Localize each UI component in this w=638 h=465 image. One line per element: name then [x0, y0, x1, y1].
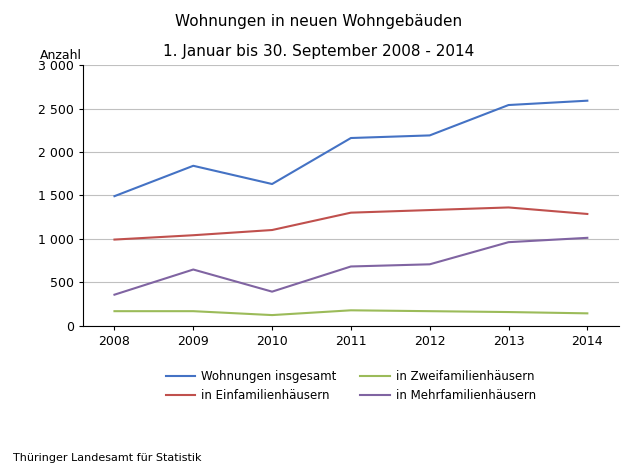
- Wohnungen insgesamt: [426, 133, 434, 138]
- Text: Thüringer Landesamt für Statistik: Thüringer Landesamt für Statistik: [13, 452, 201, 463]
- Line: Wohnungen insgesamt: Wohnungen insgesamt: [114, 101, 588, 196]
- Wohnungen insgesamt: [110, 193, 118, 199]
- Line: in Einfamilienhäusern: in Einfamilienhäusern: [114, 207, 588, 239]
- in Zweifamilienhäusern: [584, 311, 591, 316]
- Line: in Mehrfamilienhäusern: in Mehrfamilienhäusern: [114, 238, 588, 295]
- in Einfamilienhäusern: [268, 227, 276, 233]
- Wohnungen insgesamt: [584, 98, 591, 104]
- in Einfamilienhäusern: [110, 237, 118, 242]
- in Mehrfamilienhäusern: [347, 264, 355, 269]
- in Mehrfamilienhäusern: [505, 239, 512, 245]
- Line: in Zweifamilienhäusern: in Zweifamilienhäusern: [114, 310, 588, 315]
- in Zweifamilienhäusern: [347, 307, 355, 313]
- Wohnungen insgesamt: [347, 135, 355, 141]
- in Einfamilienhäusern: [584, 211, 591, 217]
- in Zweifamilienhäusern: [505, 309, 512, 315]
- in Zweifamilienhäusern: [426, 308, 434, 314]
- in Einfamilienhäusern: [347, 210, 355, 215]
- Text: Anzahl: Anzahl: [40, 49, 82, 62]
- in Mehrfamilienhäusern: [426, 261, 434, 267]
- Wohnungen insgesamt: [268, 181, 276, 187]
- in Mehrfamilienhäusern: [189, 267, 197, 272]
- Legend: Wohnungen insgesamt, in Einfamilienhäusern, in Zweifamilienhäusern, in Mehrfamil: Wohnungen insgesamt, in Einfamilienhäuse…: [166, 371, 536, 402]
- Wohnungen insgesamt: [189, 163, 197, 169]
- in Zweifamilienhäusern: [268, 312, 276, 318]
- in Einfamilienhäusern: [505, 205, 512, 210]
- in Mehrfamilienhäusern: [584, 235, 591, 240]
- in Mehrfamilienhäusern: [268, 289, 276, 294]
- Text: Wohnungen in neuen Wohngebäuden: Wohnungen in neuen Wohngebäuden: [175, 14, 463, 29]
- in Zweifamilienhäusern: [110, 308, 118, 314]
- in Mehrfamilienhäusern: [110, 292, 118, 298]
- in Zweifamilienhäusern: [189, 308, 197, 314]
- Text: 1. Januar bis 30. September 2008 - 2014: 1. Januar bis 30. September 2008 - 2014: [163, 44, 475, 59]
- in Einfamilienhäusern: [426, 207, 434, 213]
- Wohnungen insgesamt: [505, 102, 512, 108]
- in Einfamilienhäusern: [189, 232, 197, 238]
